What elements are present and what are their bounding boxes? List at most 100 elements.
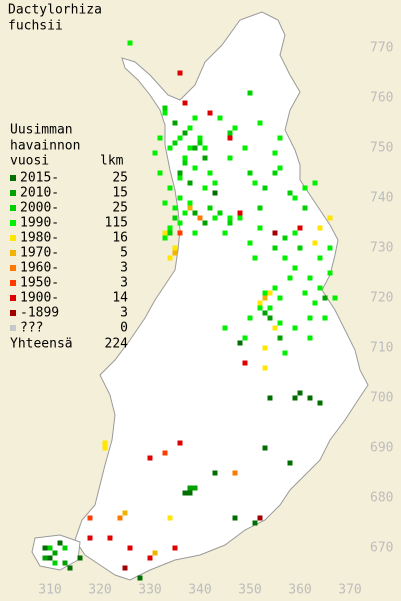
observation-square — [257, 305, 263, 311]
observation-square — [272, 230, 278, 236]
observation-square — [292, 230, 298, 236]
y-tick-label: 700 — [370, 391, 393, 406]
observation-square — [257, 300, 263, 306]
observation-square — [302, 205, 308, 211]
observation-square — [87, 515, 93, 521]
observation-square — [167, 225, 173, 231]
observation-square — [182, 130, 188, 136]
observation-square — [262, 310, 268, 316]
y-tick-label: 720 — [370, 291, 393, 306]
observation-square — [232, 515, 238, 521]
legend-swatch — [10, 205, 16, 211]
observation-square — [267, 290, 273, 296]
observation-square — [172, 245, 178, 251]
observation-square — [177, 220, 183, 226]
observation-square — [187, 490, 193, 496]
observation-square — [187, 200, 193, 206]
observation-square — [62, 560, 68, 566]
observation-square — [292, 325, 298, 331]
legend-swatch — [10, 175, 16, 181]
observation-square — [287, 275, 293, 281]
observation-square — [177, 135, 183, 141]
observation-square — [242, 335, 248, 341]
observation-square — [287, 190, 293, 196]
observation-square — [262, 185, 268, 191]
observation-square — [177, 70, 183, 76]
observation-square — [207, 205, 213, 211]
observation-square — [317, 255, 323, 261]
observation-square — [332, 295, 338, 301]
observation-square — [172, 545, 178, 551]
observation-square — [307, 275, 313, 281]
legend-label: 2000- — [20, 201, 59, 216]
observation-square — [167, 185, 173, 191]
observation-square — [227, 155, 233, 161]
observation-square — [52, 560, 58, 566]
observation-square — [242, 145, 248, 151]
observation-square — [162, 235, 168, 241]
legend-swatch — [10, 325, 16, 331]
observation-square — [262, 365, 268, 371]
observation-square — [167, 145, 173, 151]
observation-square — [302, 185, 308, 191]
title-line: Dactylorhiza — [8, 3, 102, 18]
observation-square — [57, 540, 63, 546]
x-tick-label: 360 — [288, 583, 311, 598]
legend-header: havainnon — [10, 139, 80, 154]
legend-header: vuosi — [10, 154, 49, 169]
legend-count: 3 — [120, 261, 128, 276]
observation-square — [232, 470, 238, 476]
observation-square — [312, 180, 318, 186]
observation-square — [327, 270, 333, 276]
observation-square — [207, 170, 213, 176]
observation-square — [192, 230, 198, 236]
x-tick-label: 340 — [188, 583, 211, 598]
observation-square — [162, 105, 168, 111]
observation-square — [192, 210, 198, 216]
legend-label: 1900- — [20, 291, 59, 306]
count-header: lkm — [100, 154, 124, 169]
observation-square — [172, 205, 178, 211]
observation-square — [222, 230, 228, 236]
observation-square — [227, 130, 233, 136]
observation-square — [197, 140, 203, 146]
observation-square — [252, 255, 258, 261]
observation-square — [277, 320, 283, 326]
observation-square — [47, 555, 53, 561]
observation-square — [257, 515, 263, 521]
observation-square — [222, 325, 228, 331]
x-tick-label: 370 — [338, 583, 361, 598]
observation-square — [177, 170, 183, 176]
x-tick-label: 320 — [88, 583, 111, 598]
observation-square — [322, 295, 328, 301]
legend-header: Uusimman — [10, 123, 73, 138]
observation-square — [307, 395, 313, 401]
finland-outline — [74, 11, 369, 581]
observation-square — [122, 565, 128, 571]
observation-square — [262, 290, 268, 296]
observation-square — [162, 450, 168, 456]
observation-square — [322, 315, 328, 321]
x-tick-label: 330 — [138, 583, 161, 598]
observation-square — [182, 155, 188, 161]
observation-square — [87, 535, 93, 541]
legend-swatch — [10, 235, 16, 241]
observation-square — [147, 555, 153, 561]
observation-square — [172, 250, 178, 256]
observation-square — [267, 315, 273, 321]
observation-square — [242, 360, 248, 366]
observation-square — [247, 240, 253, 246]
observation-square — [212, 180, 218, 186]
x-tick-label: 310 — [38, 583, 61, 598]
observation-square — [192, 165, 198, 171]
legend-swatch — [10, 250, 16, 256]
observation-square — [192, 485, 198, 491]
observation-square — [127, 545, 133, 551]
observation-square — [227, 215, 233, 221]
observation-square — [67, 565, 73, 571]
legend-swatch — [10, 265, 16, 271]
observation-square — [237, 215, 243, 221]
observation-square — [127, 40, 133, 46]
observation-square — [262, 445, 268, 451]
observation-square — [152, 550, 158, 556]
